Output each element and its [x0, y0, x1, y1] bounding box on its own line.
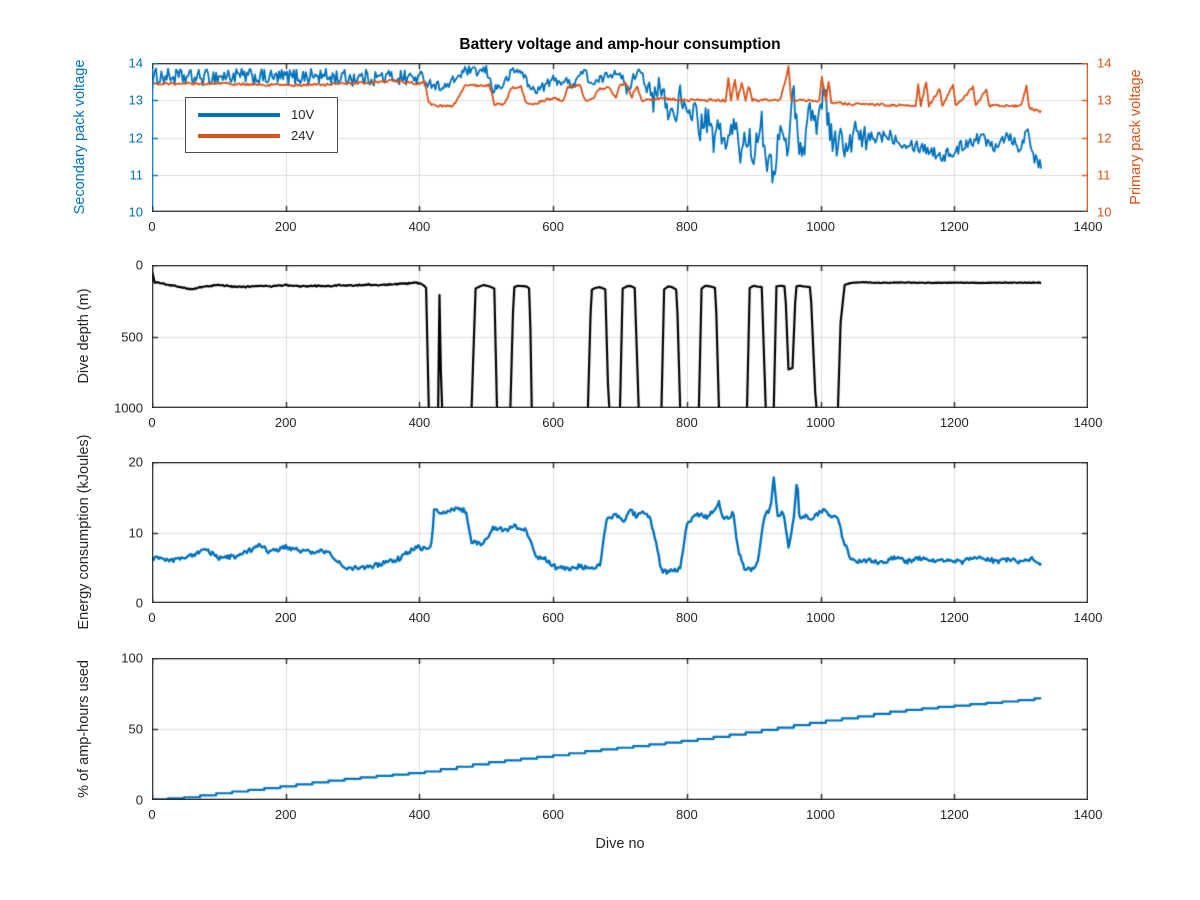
legend-label-24v: 24V	[291, 128, 315, 143]
tick-label: 12	[1097, 130, 1112, 145]
tick-label: 400	[408, 610, 431, 625]
legend-label-10v: 10V	[291, 107, 315, 122]
tick-label: 50	[128, 721, 143, 737]
tick-label: 600	[542, 415, 564, 430]
ylabel-energy-consumption: Energy consumption (kJoules)	[76, 434, 92, 630]
tick-label: 10	[128, 204, 143, 220]
tick-label: 0	[135, 792, 143, 808]
tick-label: 0	[148, 415, 156, 430]
tick-label: 12	[128, 130, 143, 145]
subplot-2-canvas	[152, 265, 1088, 408]
tick-label: 1000	[806, 415, 836, 430]
ylabel-dive-depth: Dive depth (m)	[76, 288, 92, 384]
tick-label: 600	[542, 219, 564, 234]
tick-label: 1200	[939, 219, 969, 234]
tick-label: 600	[542, 807, 564, 822]
tick-label: 14	[1097, 55, 1112, 71]
tick-label: 1000	[114, 400, 143, 416]
tick-label: 100	[121, 650, 143, 666]
ylabel-percent-amp-hours: % of amp-hours used	[76, 660, 92, 798]
tick-label: 800	[675, 610, 698, 625]
tick-label: 400	[408, 219, 431, 234]
tick-label: 200	[274, 610, 297, 625]
tick-label: 0	[148, 219, 156, 234]
tick-label: 20	[128, 454, 143, 470]
tick-label: 1000	[806, 807, 836, 822]
legend-entry-10v: 10V	[198, 108, 337, 121]
tick-label: 1200	[939, 415, 969, 430]
tick-label: 800	[675, 415, 698, 430]
legend-line-10v-sample	[198, 112, 280, 117]
tick-label: 500	[121, 329, 143, 344]
tick-label: 1400	[1073, 807, 1103, 822]
tick-label: 200	[274, 219, 297, 234]
tick-label: 11	[1097, 167, 1111, 183]
subplot-4-canvas	[152, 658, 1088, 800]
chart-title: Battery voltage and amp-hour consumption	[459, 36, 781, 53]
ylabel-primary-pack-voltage: Primary pack voltage	[1128, 69, 1144, 205]
tick-label: 1400	[1073, 610, 1103, 625]
tick-label: 14	[128, 55, 143, 71]
tick-label: 13	[1097, 92, 1112, 108]
tick-label: 1200	[939, 807, 969, 822]
tick-label: 10	[128, 525, 143, 540]
tick-label: 400	[408, 415, 431, 430]
tick-label: 10	[1097, 204, 1112, 220]
tick-label: 800	[675, 807, 698, 822]
tick-label: 1200	[939, 610, 969, 625]
subplot-3-canvas	[152, 462, 1088, 603]
tick-label: 200	[274, 807, 297, 822]
tick-label: 800	[675, 219, 698, 234]
tick-label: 0	[148, 610, 156, 625]
tick-label: 400	[408, 807, 431, 822]
legend: 10V 24V	[185, 97, 338, 153]
legend-line-24v-sample	[198, 133, 280, 138]
tick-label: 0	[135, 257, 143, 273]
tick-label: 1400	[1073, 219, 1103, 234]
tick-label: 11	[129, 167, 144, 183]
ylabel-secondary-pack-voltage: Secondary pack voltage	[72, 59, 88, 215]
tick-label: 13	[128, 92, 143, 108]
tick-label: 0	[135, 595, 143, 611]
tick-label: 0	[148, 807, 156, 822]
legend-entry-24v: 24V	[198, 129, 337, 142]
tick-label: 600	[542, 610, 564, 625]
xlabel-dive-no: Dive no	[595, 836, 645, 852]
tick-label: 200	[274, 415, 297, 430]
tick-label: 1400	[1073, 415, 1103, 430]
tick-label: 1000	[806, 610, 836, 625]
tick-label: 1000	[806, 219, 836, 234]
